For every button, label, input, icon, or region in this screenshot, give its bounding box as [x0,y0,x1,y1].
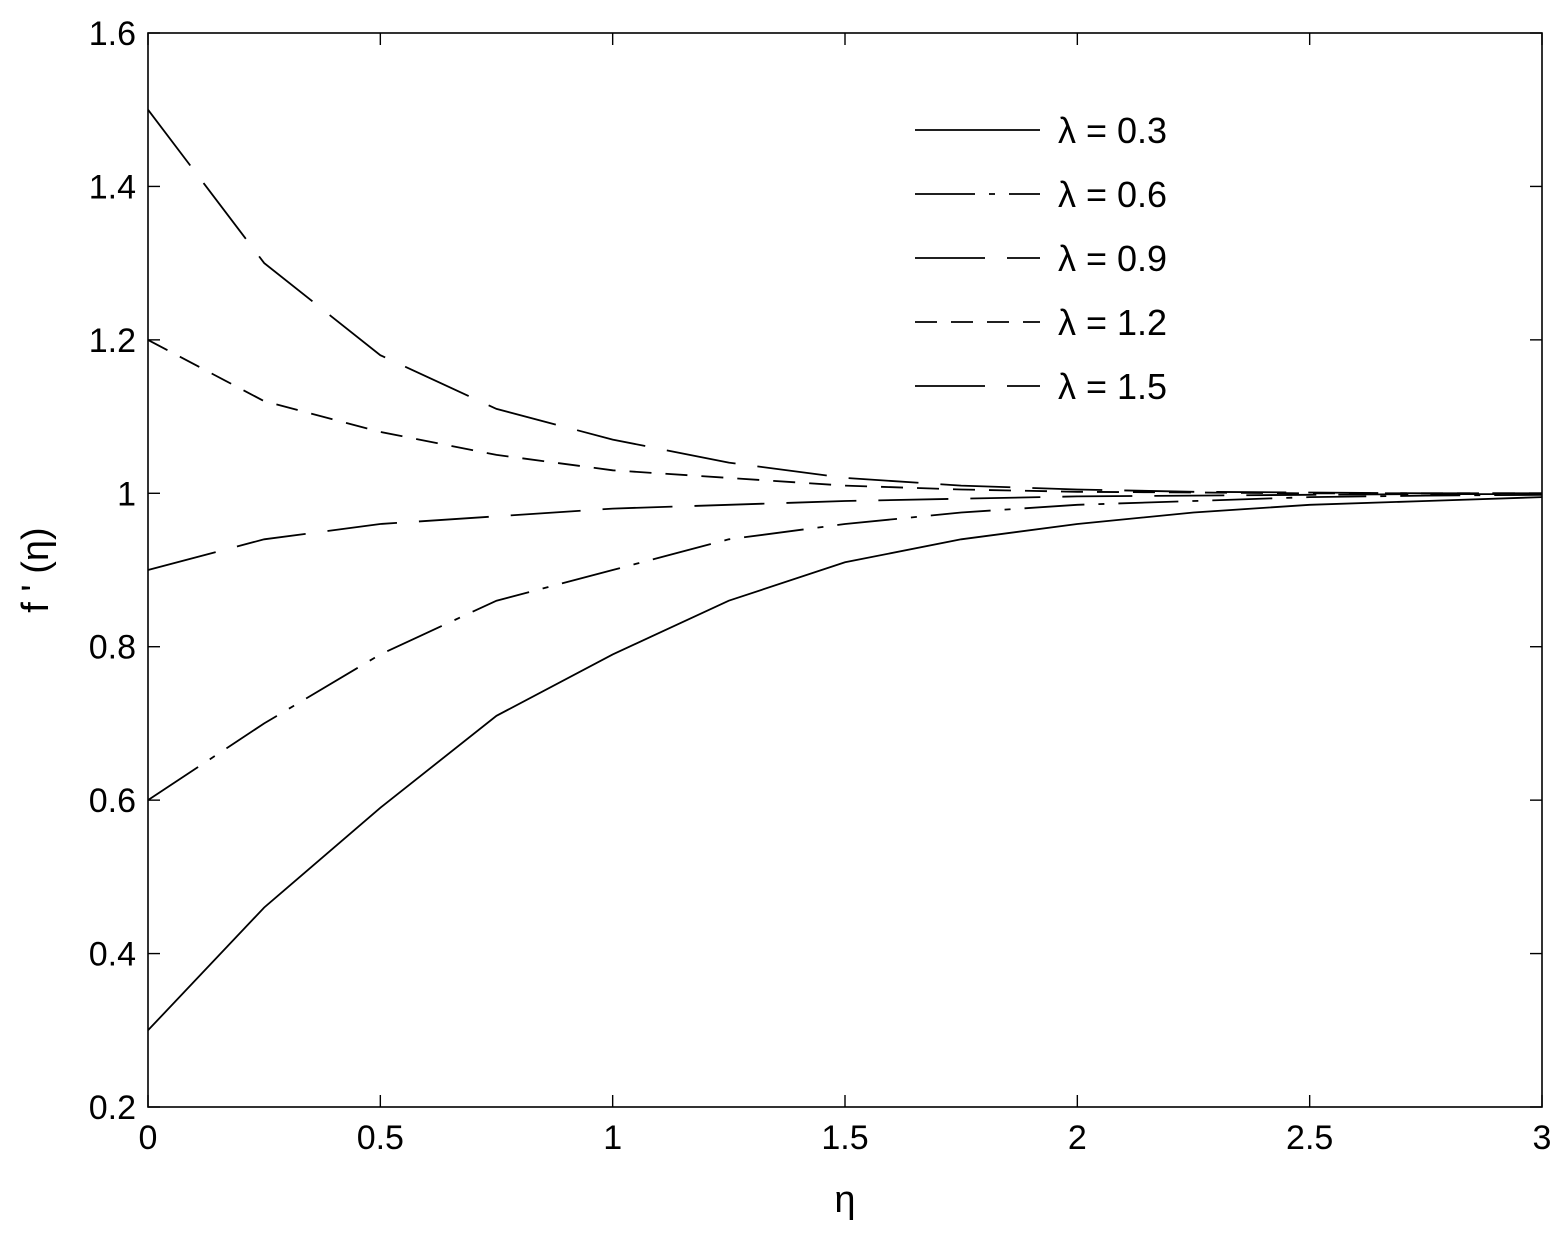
y-tick-label: 0.2 [89,1089,136,1127]
x-tick-label: 0.5 [357,1119,404,1157]
series-line-5 [147,109,1542,495]
legend-label: λ = 1.5 [1058,366,1167,407]
legend-label: λ = 0.6 [1058,174,1167,215]
series-line-2 [147,493,1543,801]
series-line-4 [147,339,1542,495]
y-tick-label: 1.2 [89,322,136,360]
x-axis-label: η [834,1179,855,1221]
legend-label: λ = 1.2 [1058,302,1167,343]
legend-label: λ = 0.9 [1058,238,1167,279]
series-line-1 [147,496,1543,1031]
y-tick-label: 1 [117,475,136,513]
y-axis-label: f ' (η) [15,527,57,612]
x-tick-label: 2 [1068,1119,1087,1157]
series-layer [147,109,1543,1031]
series-line-3 [147,493,1542,571]
legend-label: λ = 0.3 [1058,110,1167,151]
x-tick-label: 3 [1533,1119,1552,1157]
y-tick-label: 0.4 [89,936,136,974]
ticks-layer: 0 0.5 1 1.5 2 2.5 3 0.2 0.4 0.6 0.8 1 1.2 1.4 1.6 [89,15,1552,1157]
x-tick-label: 1 [603,1119,622,1157]
x-tick-label: 2.5 [1286,1119,1333,1157]
legend: λ = 0.3 λ = 0.6 λ = 0.9 λ = 1.2 λ = 1.5 [915,110,1167,407]
y-tick-label: 1.6 [89,15,136,53]
y-tick-label: 0.8 [89,629,136,667]
x-tick-label: 1.5 [821,1119,868,1157]
x-tick-label: 0 [139,1119,158,1157]
y-tick-label: 1.4 [89,168,136,206]
plot-frame [147,32,1543,1108]
y-tick-label: 0.6 [89,782,136,820]
